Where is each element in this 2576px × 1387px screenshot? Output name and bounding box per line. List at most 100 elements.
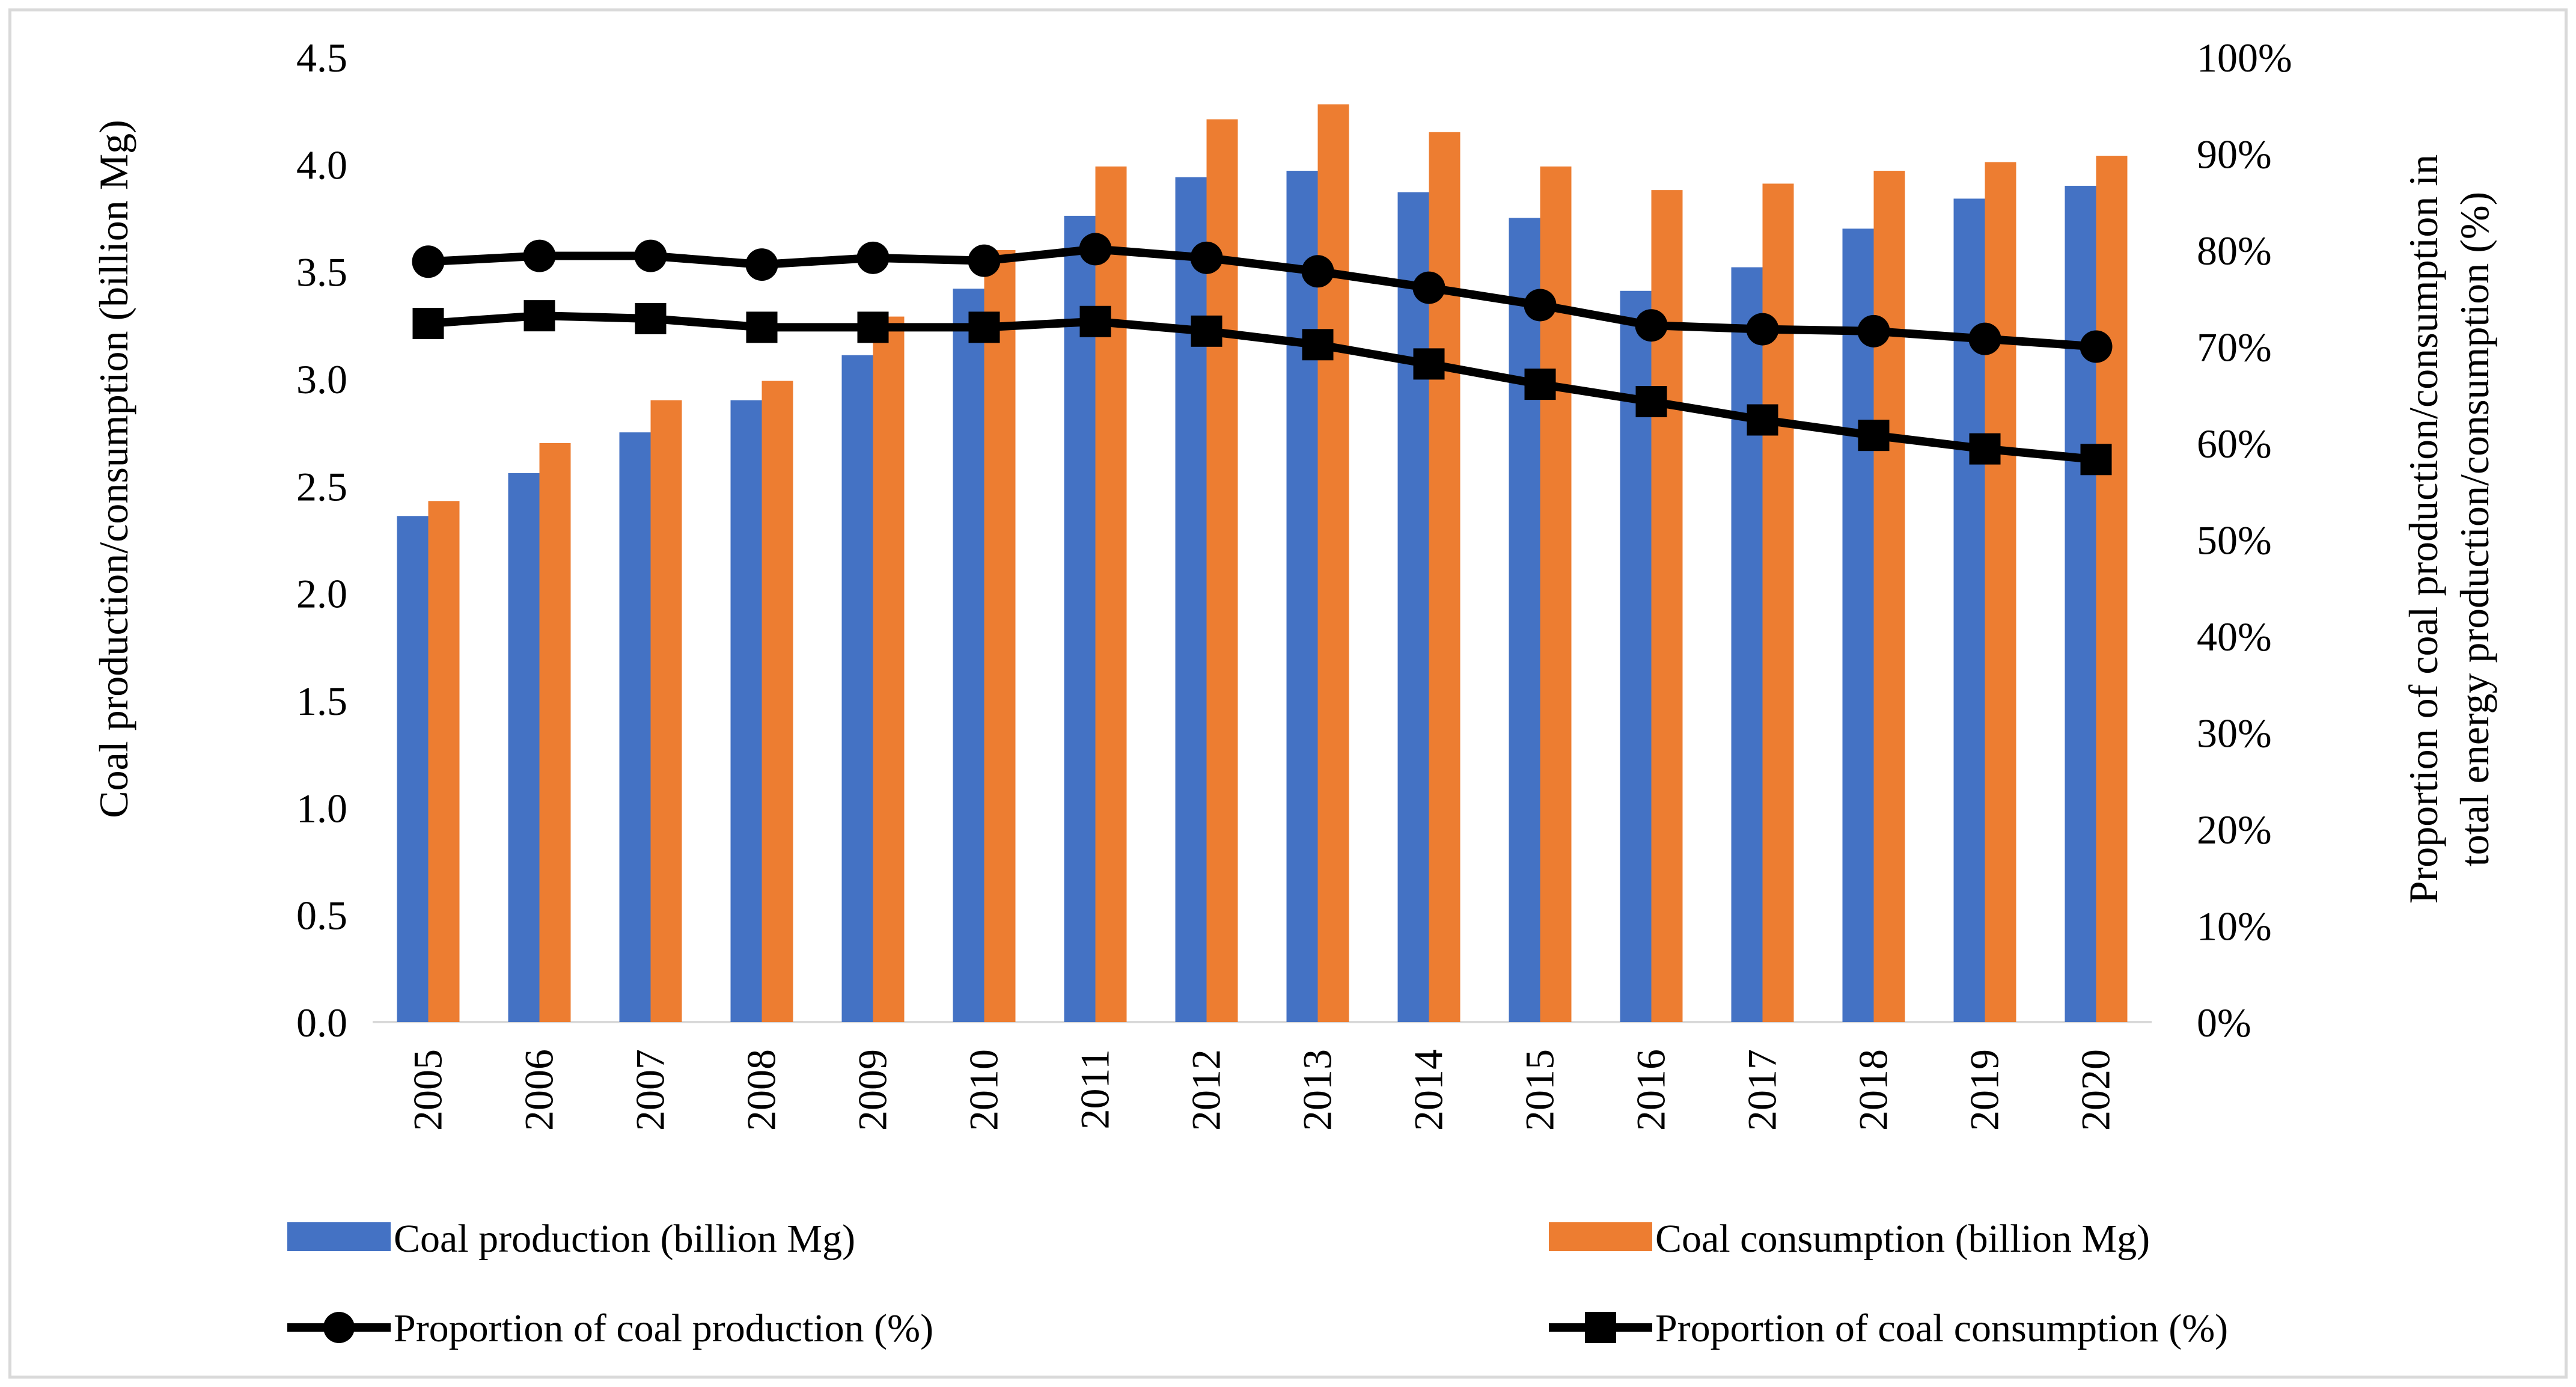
bar-coal-consumption [428,501,460,1022]
line-proportion-consumption [428,311,2097,464]
bar-coal-production [1397,192,1429,1023]
legend-swatch-coal-consumption [1549,1222,1652,1251]
point-proportion-consumption [746,311,778,343]
legend-item-coal-consumption: Coal consumption (billion Mg) [1549,1217,2150,1261]
point-proportion-consumption [1969,433,2001,465]
left-y-axis-ticks: 0.0 0.5 1.0 1.5 2.0 2.5 3.0 3.5 4.0 4.5 [296,35,347,1046]
left-tick-label: 2.5 [296,464,347,509]
point-proportion-consumption [635,302,667,334]
right-tick-label: 90% [2197,132,2272,177]
legend-marker-circle [323,1312,355,1343]
legend-item-coal-production: Coal production (billion Mg) [287,1217,855,1261]
point-proportion-consumption [1858,420,1890,452]
right-tick-label: 30% [2197,711,2272,756]
point-proportion-production [1190,241,1223,274]
x-tick-label: 2011 [1072,1049,1118,1129]
bar-coal-production [1953,198,1985,1022]
right-tick-label: 10% [2197,904,2272,949]
left-tick-label: 3.5 [296,250,347,295]
right-y-axis-ticks: 0% 10% 20% 30% 40% 50% 60% 70% 80% 90% 100% [2197,35,2292,1046]
bar-coal-production [508,473,540,1022]
bar-coal-production [619,432,651,1022]
legend-label-coal-production: Coal production (billion Mg) [394,1217,855,1261]
legend-item-proportion-consumption: Proportion of coal consumption (%) [1549,1306,2228,1350]
legend-label-proportion-production: Proportion of coal production (%) [394,1306,933,1350]
legend: Coal production (billion Mg) Coal consum… [287,1217,2228,1350]
bar-coal-consumption [1985,162,2016,1023]
point-proportion-consumption [1635,385,1667,417]
point-proportion-production [1746,313,1779,346]
bar-coal-consumption [1762,183,1794,1022]
x-tick-label: 2014 [1406,1049,1451,1131]
bar-coal-consumption [762,381,793,1022]
x-axis-ticks: 2005 2006 2007 2008 2009 2010 2011 2012 2013 2014… [405,1049,2119,1131]
right-tick-label: 80% [2197,228,2272,274]
point-proportion-production [856,241,890,274]
point-proportion-production [745,248,778,281]
bar-coal-consumption [539,443,571,1022]
bar-coal-production [730,400,762,1022]
bar-coal-consumption [984,250,1016,1022]
point-proportion-consumption [968,311,1000,343]
right-tick-label: 100% [2197,35,2292,81]
point-proportion-production [2080,330,2113,363]
point-proportion-production [1635,309,1668,342]
point-proportion-production [968,244,1001,277]
point-proportion-consumption [1524,369,1556,400]
bar-coal-production [1509,218,1540,1022]
x-tick-label: 2005 [405,1049,451,1131]
right-axis-title-line2: total energy production/consumption (%) [2452,192,2497,866]
bar-coal-production [1064,215,1096,1022]
x-tick-label: 2018 [1851,1049,1896,1131]
bar-coal-production [1286,171,1318,1022]
bar-coal-consumption [1873,171,1905,1022]
point-proportion-consumption [523,300,555,332]
right-tick-label: 60% [2197,421,2272,467]
bar-coal-consumption [2096,156,2128,1023]
x-tick-label: 2006 [516,1049,562,1131]
left-tick-label: 1.0 [296,785,347,831]
point-proportion-consumption [1413,348,1445,380]
point-proportion-consumption [1191,315,1222,347]
x-tick-label: 2017 [1739,1049,1785,1131]
bar-coal-consumption [1095,166,1127,1022]
bar-coal-consumption [873,316,905,1022]
legend-label-proportion-consumption: Proportion of coal consumption (%) [1655,1306,2228,1350]
x-tick-label: 2019 [1962,1049,2007,1131]
left-tick-label: 1.5 [296,678,347,724]
line-proportion-production [428,245,2096,351]
x-tick-label: 2008 [739,1049,784,1131]
legend-item-proportion-production: Proportion of coal production (%) [287,1306,933,1350]
left-tick-label: 3.0 [296,357,347,402]
x-tick-label: 2009 [850,1049,896,1131]
point-proportion-consumption [412,307,444,339]
left-tick-label: 2.0 [296,571,347,617]
x-tick-label: 2016 [1628,1049,1674,1131]
legend-marker-square [1585,1312,1616,1343]
point-proportion-consumption [1302,329,1334,361]
point-proportion-consumption [1747,404,1778,436]
point-proportion-production [1301,255,1334,288]
bar-coal-production [1731,267,1763,1022]
left-tick-label: 0.5 [296,893,347,938]
legend-swatch-coal-production [287,1222,391,1251]
bar-coal-consumption [650,400,682,1022]
right-tick-label: 20% [2197,807,2272,853]
bar-coal-consumption [1317,104,1349,1022]
bar-coal-consumption [1429,132,1460,1022]
x-tick-label: 2013 [1295,1049,1340,1131]
point-proportion-production [523,239,556,272]
right-tick-label: 50% [2197,518,2272,563]
point-proportion-consumption [1079,305,1111,337]
bar-coal-production [397,516,429,1022]
point-proportion-consumption [857,311,889,343]
right-axis-title-line1: Proportion of coal production/consumptio… [2401,155,2446,904]
bar-coal-production [953,289,984,1023]
point-proportion-production [412,245,445,278]
right-tick-label: 70% [2197,325,2272,370]
point-proportion-production [1412,271,1445,304]
point-proportion-production [1079,233,1112,266]
right-tick-label: 40% [2197,614,2272,660]
bar-coal-production [1842,228,1874,1022]
